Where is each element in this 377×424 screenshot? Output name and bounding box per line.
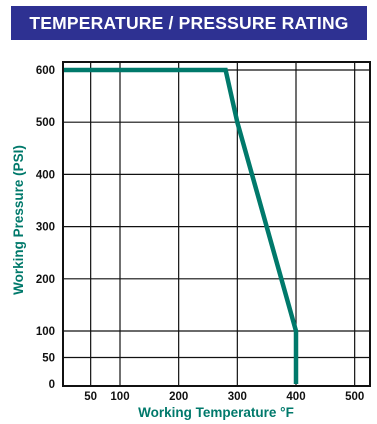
- y-tick-label: 0: [49, 379, 55, 391]
- plot-frame: [62, 61, 371, 387]
- x-axis-title: Working Temperature °F: [138, 405, 294, 420]
- y-tick-label: 300: [36, 222, 55, 234]
- chart-title: TEMPERATURE / PRESSURE RATING: [29, 12, 349, 33]
- grid-layer: [63, 62, 370, 386]
- chart-title-banner: TEMPERATURE / PRESSURE RATING: [11, 6, 367, 40]
- x-tick-label: 100: [110, 391, 129, 403]
- y-tick-label: 400: [36, 169, 55, 181]
- y-tick-label: 200: [36, 274, 55, 286]
- x-tick-label: 300: [228, 391, 247, 403]
- y-tick-label: 600: [36, 65, 55, 77]
- series-layer: [63, 67, 299, 384]
- y-axis-title: Working Pressure (PSI): [11, 145, 26, 295]
- x-tick-labels: 50 100 200 300 400 500: [84, 391, 364, 403]
- x-tick-label: 500: [345, 391, 364, 403]
- y-tick-label: 50: [42, 353, 55, 365]
- x-tick-label: 400: [286, 391, 305, 403]
- pressure-rating-line: [63, 67, 299, 384]
- y-tick-label: 500: [36, 117, 55, 129]
- y-tick-label: 100: [36, 326, 55, 338]
- x-tick-label: 200: [169, 391, 188, 403]
- x-tick-label: 50: [84, 391, 97, 403]
- y-tick-labels: 0 50 100 200 300 400 500 600: [36, 65, 55, 391]
